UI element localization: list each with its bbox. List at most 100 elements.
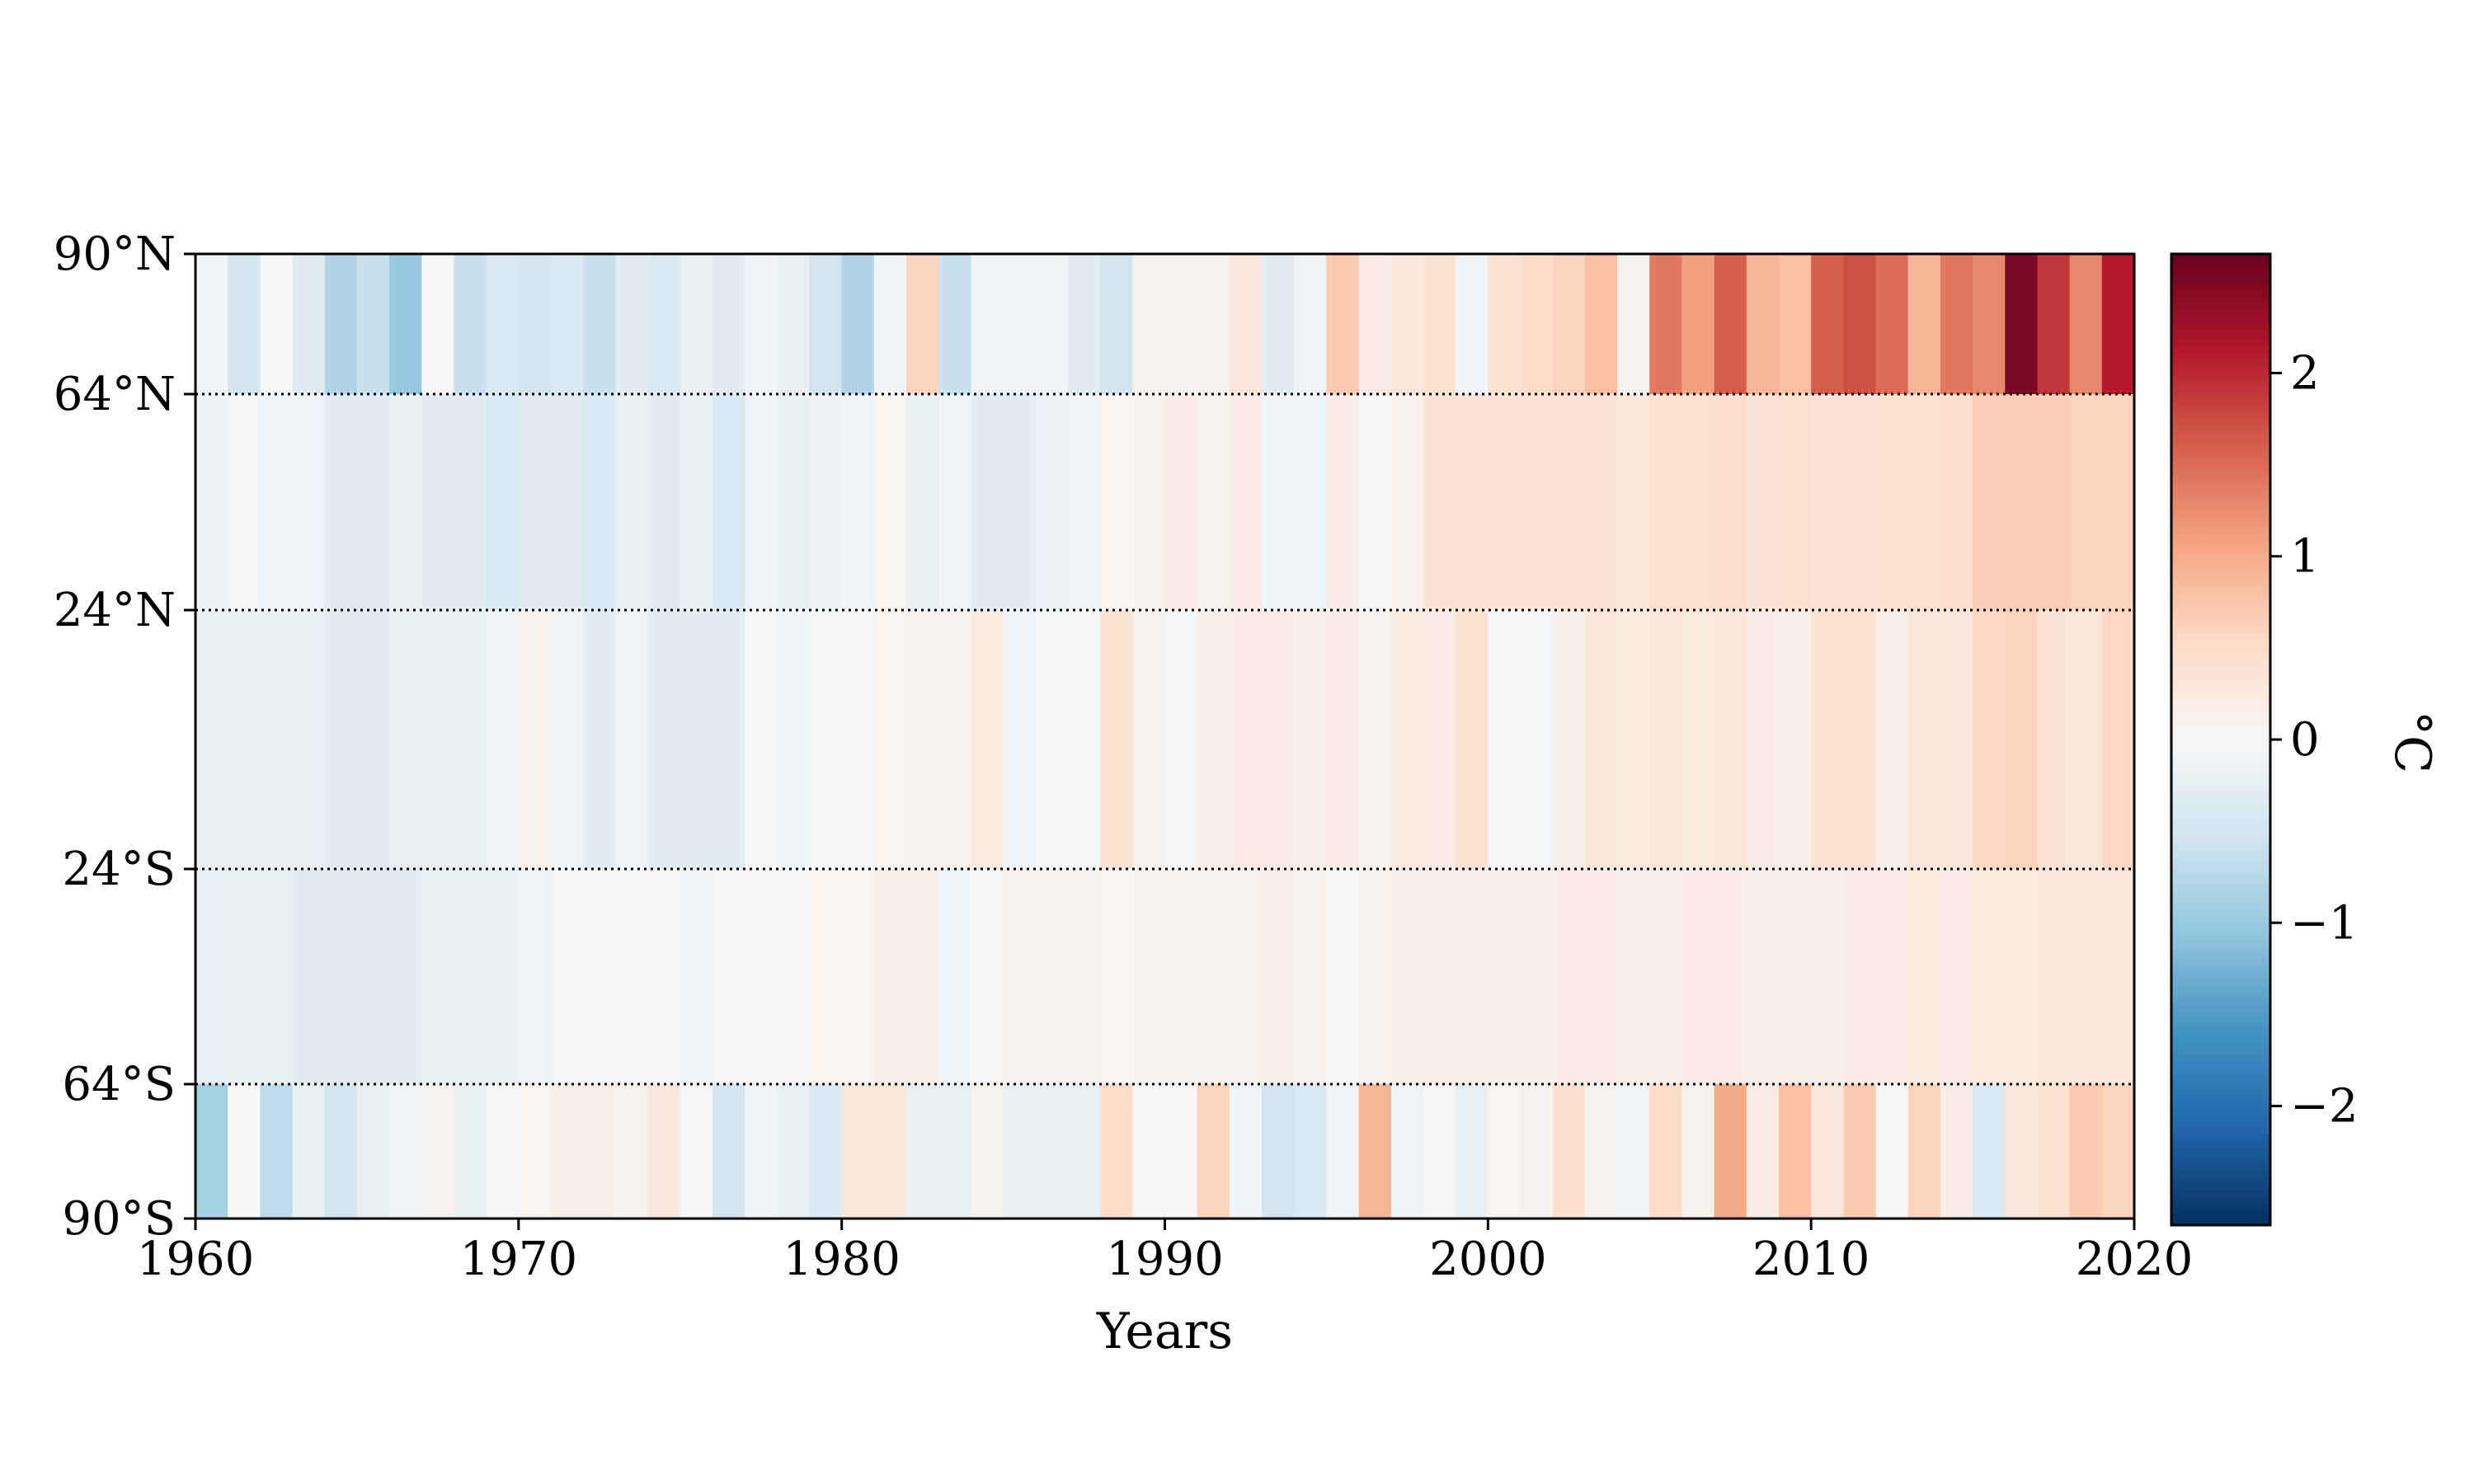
heatmap-cell bbox=[1552, 254, 1586, 394]
x-axis-label: Years bbox=[1096, 1303, 1233, 1360]
heatmap-cell bbox=[1973, 394, 2006, 610]
heatmap-cell bbox=[2101, 869, 2135, 1084]
heatmap-cell bbox=[1875, 610, 1909, 869]
heatmap-cell bbox=[2037, 394, 2071, 610]
heatmap-cell bbox=[1262, 869, 1295, 1084]
heatmap-cell bbox=[1488, 610, 1522, 869]
heatmap-cell bbox=[1229, 869, 1263, 1084]
heatmap-cell bbox=[1778, 254, 1812, 394]
heatmap-cell bbox=[938, 610, 971, 869]
heatmap-cell bbox=[1778, 1084, 1812, 1219]
heatmap-cell bbox=[777, 254, 811, 394]
heatmap-cell bbox=[260, 610, 294, 869]
heatmap-cell bbox=[1649, 1084, 1683, 1219]
heatmap-cell bbox=[1940, 254, 1973, 394]
heatmap-cell bbox=[1456, 610, 1489, 869]
heatmap-cell bbox=[1973, 1084, 2006, 1219]
heatmap-cell bbox=[518, 869, 552, 1084]
heatmap-cell bbox=[260, 394, 294, 610]
heatmap-cell bbox=[1907, 610, 1941, 869]
heatmap-cell bbox=[324, 394, 358, 610]
heatmap-cell bbox=[809, 1084, 843, 1219]
heatmap-cell bbox=[1617, 610, 1650, 869]
heatmap-cell bbox=[1746, 869, 1780, 1084]
heatmap-cell bbox=[324, 869, 358, 1084]
heatmap-cell bbox=[873, 1084, 907, 1219]
heatmap-cell bbox=[1358, 254, 1392, 394]
heatmap-cell bbox=[551, 394, 584, 610]
heatmap-cell bbox=[1132, 394, 1166, 610]
heatmap-cell bbox=[1940, 610, 1973, 869]
heatmap-cell bbox=[1100, 869, 1133, 1084]
heatmap-cell bbox=[777, 610, 811, 869]
heatmap-cell bbox=[583, 1084, 616, 1219]
heatmap-cell bbox=[2005, 1084, 2039, 1219]
heatmap-cell bbox=[2069, 869, 2103, 1084]
heatmap-cell bbox=[2101, 610, 2135, 869]
heatmap-cell bbox=[615, 610, 649, 869]
heatmap-cell bbox=[1390, 610, 1424, 869]
heatmap-cell bbox=[712, 254, 745, 394]
heatmap-cell bbox=[745, 869, 778, 1084]
heatmap-cell bbox=[1067, 394, 1101, 610]
heatmap-cell bbox=[1875, 869, 1909, 1084]
heatmap-cell bbox=[1035, 394, 1069, 610]
heatmap-cell bbox=[518, 610, 552, 869]
heatmap-cell bbox=[1746, 394, 1780, 610]
heatmap-cell bbox=[1520, 869, 1554, 1084]
heatmap-cell bbox=[1358, 1084, 1392, 1219]
heatmap-cell bbox=[680, 254, 713, 394]
heatmap-cell bbox=[1003, 394, 1037, 610]
heatmap-cell bbox=[1973, 610, 2006, 869]
colorbar bbox=[2170, 252, 2272, 1227]
x-tick-label: 2020 bbox=[2076, 1233, 2194, 1286]
heatmap-cell bbox=[1843, 1084, 1877, 1219]
heatmap-cell bbox=[2101, 394, 2135, 610]
heatmap-cell bbox=[260, 869, 294, 1084]
heatmap-cell bbox=[1197, 254, 1230, 394]
y-tick-label: 90°N bbox=[54, 228, 176, 281]
heatmap-cell bbox=[292, 394, 326, 610]
heatmap-cell bbox=[421, 869, 455, 1084]
heatmap-cell bbox=[583, 394, 616, 610]
heatmap-cell bbox=[873, 869, 907, 1084]
heatmap-cell bbox=[1584, 610, 1618, 869]
heatmap-cell bbox=[1132, 1084, 1166, 1219]
heatmap-cell bbox=[1907, 1084, 1941, 1219]
heatmap-cell bbox=[486, 254, 520, 394]
heatmap-cell bbox=[1067, 254, 1101, 394]
heatmap-cell bbox=[486, 1084, 520, 1219]
heatmap-cell bbox=[454, 869, 487, 1084]
heatmap-cell bbox=[551, 254, 584, 394]
heatmap-cell bbox=[421, 254, 455, 394]
heatmap-cell bbox=[2069, 610, 2103, 869]
heatmap-cell bbox=[389, 610, 422, 869]
heatmap-cell bbox=[1681, 254, 1715, 394]
heatmap-cell bbox=[486, 610, 520, 869]
heatmap-cell bbox=[356, 610, 390, 869]
heatmap-cell bbox=[841, 394, 875, 610]
heatmap-cell bbox=[1778, 869, 1812, 1084]
heatmap-cell bbox=[2069, 394, 2103, 610]
heatmap-cell bbox=[1456, 869, 1489, 1084]
x-tick-label: 1960 bbox=[137, 1233, 255, 1286]
heatmap-cell bbox=[1714, 610, 1747, 869]
heatmap-cell bbox=[1875, 1084, 1909, 1219]
heatmap-cell bbox=[1746, 254, 1780, 394]
heatmap-cell bbox=[1617, 1084, 1650, 1219]
heatmap-cell bbox=[647, 869, 681, 1084]
heatmap-cell bbox=[680, 869, 713, 1084]
heatmap-cell bbox=[1229, 254, 1263, 394]
heatmap-cell bbox=[971, 254, 1004, 394]
heatmap-cell bbox=[1423, 254, 1456, 394]
heatmap-cell bbox=[1649, 610, 1683, 869]
heatmap-cell bbox=[1067, 869, 1101, 1084]
heatmap-cell bbox=[1875, 394, 1909, 610]
heatmap-cell bbox=[1100, 610, 1133, 869]
heatmap-cell bbox=[1940, 869, 1973, 1084]
heatmap-cell bbox=[1132, 254, 1166, 394]
heatmap-cell bbox=[745, 1084, 778, 1219]
heatmap-cell bbox=[1617, 254, 1650, 394]
heatmap-cell bbox=[1649, 254, 1683, 394]
heatmap-cell bbox=[1940, 394, 1973, 610]
